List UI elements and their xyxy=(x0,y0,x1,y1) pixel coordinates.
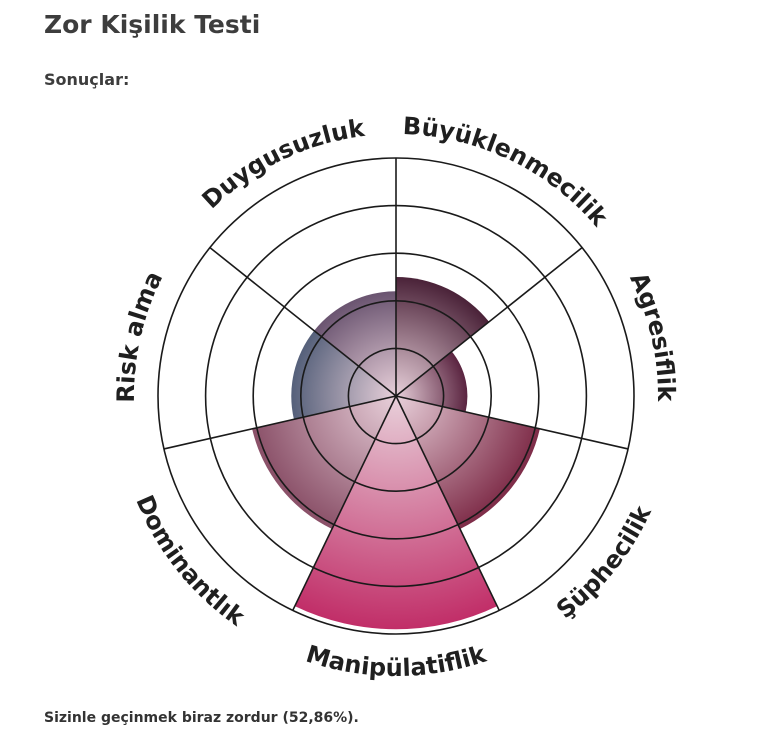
axis-label-manipulatiflik: Manipülatiflik xyxy=(303,640,490,683)
axis-label-risk-alma: Risk alma xyxy=(112,267,168,403)
page-title: Zor Kişilik Testi xyxy=(44,10,261,39)
grid-spoke xyxy=(395,395,500,611)
axis-label-agresiflik: Agresiflik xyxy=(624,268,680,402)
grid-spoke xyxy=(395,395,629,450)
axis-label-buyuklenmecilik: Büyüklenmecilik xyxy=(402,112,614,232)
sector-duygusuzluk xyxy=(314,291,396,396)
result-summary: Sizinle geçinmek biraz zordur (52,86%). xyxy=(44,710,359,726)
grid-layer xyxy=(157,157,635,635)
grid-spoke xyxy=(209,246,397,397)
personality-polar-chart: BüyüklenmecilikAgresiflikŞüphecilikManip… xyxy=(112,112,680,683)
sector-dominantlik xyxy=(252,396,396,529)
axis-label-dominantlik: Dominantlık xyxy=(130,491,250,632)
sector-risk-alma xyxy=(291,330,396,420)
sector-suphecilik xyxy=(396,396,540,529)
grid-spoke xyxy=(163,395,397,450)
grid-spoke xyxy=(395,246,583,397)
sector-layer xyxy=(252,277,540,630)
sector-agresiflik xyxy=(396,351,468,412)
results-heading: Sonuçlar: xyxy=(44,70,130,89)
sector-manipulatiflik xyxy=(294,396,498,630)
grid-spoke xyxy=(292,395,397,611)
sector-buyuklenmecilik xyxy=(396,277,490,396)
